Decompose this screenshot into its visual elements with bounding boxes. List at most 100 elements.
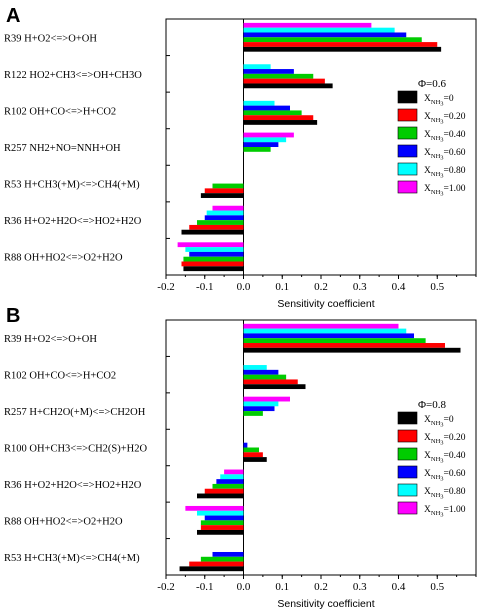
bar xyxy=(243,120,318,125)
bar xyxy=(212,183,244,189)
bar xyxy=(243,110,302,116)
panel-letter: B xyxy=(6,305,20,327)
legend-swatch xyxy=(397,162,418,176)
bar xyxy=(243,396,290,402)
x-tick-label: 0.1 xyxy=(275,281,289,293)
bar xyxy=(243,442,248,448)
chart-panel-b: B -0.2 -0.1 0.0 0.1 0.2 0.3 0.4 0.5 Sensitivity c… xyxy=(4,305,477,610)
bar xyxy=(243,42,438,47)
bar xyxy=(177,242,244,248)
plot-frame xyxy=(165,18,477,276)
bar xyxy=(243,132,294,138)
bar xyxy=(185,247,244,252)
x-tick-label: 0.5 xyxy=(430,281,444,293)
bar xyxy=(200,193,244,198)
bar xyxy=(212,205,244,211)
legend-label: XNH3=0 xyxy=(424,94,454,108)
bar xyxy=(243,323,399,329)
bar xyxy=(243,347,461,353)
x-tick-label: 0.4 xyxy=(392,581,406,593)
x-tick-label: 0.1 xyxy=(275,581,289,593)
bar xyxy=(243,411,263,416)
reaction-label: R257 NH2+NO=NNH+OH xyxy=(4,143,121,154)
bar xyxy=(243,22,372,28)
bar xyxy=(179,566,244,572)
bar xyxy=(243,379,298,385)
reaction-label: R100 OH+CH3<=>CH2(S)+H2O xyxy=(4,444,147,455)
bar xyxy=(204,488,244,494)
legend-label: XNH3=0.40 xyxy=(424,451,466,465)
bar xyxy=(197,529,244,535)
bar xyxy=(243,46,442,52)
legend-label: XNH3=0.60 xyxy=(424,148,466,162)
bar xyxy=(243,83,333,89)
legend-swatch xyxy=(397,90,418,104)
bar xyxy=(197,510,244,516)
legend-swatch xyxy=(397,180,418,194)
reaction-label: R88 OH+HO2<=>O2+H2O xyxy=(4,516,123,527)
x-tick-label: 0.3 xyxy=(353,281,367,293)
x-axis-title: Sensitivity coefficient xyxy=(277,598,374,610)
bar xyxy=(200,525,244,530)
bar xyxy=(243,100,275,106)
bar xyxy=(243,365,267,370)
reaction-label: R53 H+CH3(+M)<=>CH4(+M) xyxy=(4,553,140,564)
chart-panel-a: A -0.2 -0.1 0.0 0.1 0.2 0.3 0.4 0.5 Sensitivity c… xyxy=(4,5,477,310)
x-tick-label: 0.3 xyxy=(353,581,367,593)
panel-letter: A xyxy=(6,5,20,27)
bar xyxy=(243,64,271,70)
reaction-label: R39 H+O2<=>O+OH xyxy=(4,334,97,345)
legend-label: XNH3=1.00 xyxy=(424,505,466,519)
legend-label: XNH3=0 xyxy=(424,415,454,429)
legend-swatch xyxy=(397,126,418,140)
bar xyxy=(243,27,395,33)
bar xyxy=(197,220,244,225)
legend-swatch xyxy=(397,483,418,497)
x-tick-label: 0.2 xyxy=(314,581,328,593)
x-tick-label: 0.2 xyxy=(314,281,328,293)
bar xyxy=(243,374,287,380)
legend-swatch xyxy=(397,411,418,425)
legend-swatch xyxy=(397,108,418,122)
bar xyxy=(243,369,279,375)
bar xyxy=(243,73,314,79)
bar xyxy=(189,224,244,230)
legend-label: XNH3=0.40 xyxy=(424,130,466,144)
bar xyxy=(206,210,244,216)
bar xyxy=(204,215,244,221)
legend-label: XNH3=0.20 xyxy=(424,433,466,447)
bar xyxy=(243,343,445,348)
bar xyxy=(243,338,426,344)
x-tick-label: 0.4 xyxy=(392,281,406,293)
bar xyxy=(224,469,244,475)
legend-title: Φ=0.6 xyxy=(418,78,446,90)
legend-label: XNH3=0.80 xyxy=(424,166,466,180)
bar xyxy=(181,261,244,267)
bar xyxy=(243,32,407,38)
bar xyxy=(243,115,314,121)
legend-label: XNH3=1.00 xyxy=(424,184,466,198)
legend-swatch xyxy=(397,501,418,515)
bar xyxy=(200,556,244,562)
bar xyxy=(200,520,244,526)
legend-swatch xyxy=(397,429,418,443)
bar xyxy=(185,505,244,511)
legend-label: XNH3=0.20 xyxy=(424,112,466,126)
bar xyxy=(212,551,244,557)
bar xyxy=(243,457,267,462)
bar xyxy=(243,137,287,143)
x-tick-label: 0.5 xyxy=(430,581,444,593)
bar xyxy=(181,229,244,235)
reaction-label: R102 OH+CO<=>H+CO2 xyxy=(4,106,116,117)
bar xyxy=(189,561,244,567)
reaction-label: R257 H+CH2O(+M)<=>CH2OH xyxy=(4,407,146,418)
bar xyxy=(243,37,422,43)
x-tick-label: -0.1 xyxy=(196,581,213,593)
x-tick-label: -0.2 xyxy=(157,581,174,593)
bar xyxy=(243,406,275,412)
legend-title: Φ=0.8 xyxy=(418,399,446,411)
bar xyxy=(243,452,263,458)
reaction-label: R88 OH+HO2<=>O2+H2O xyxy=(4,253,123,264)
bar xyxy=(243,105,290,111)
